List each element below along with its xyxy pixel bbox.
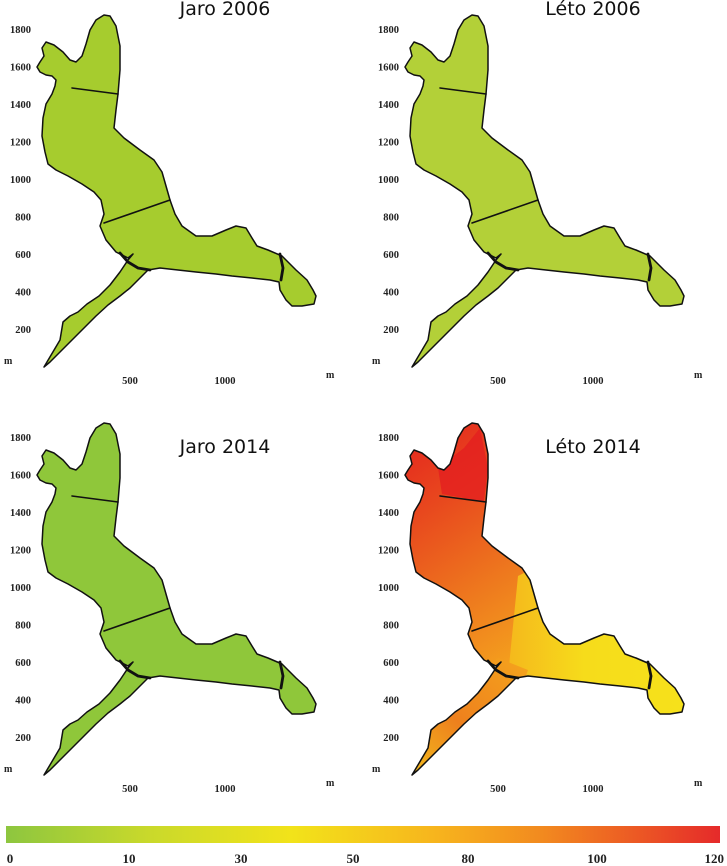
y-tick-label: 1000	[10, 583, 31, 594]
y-tick-label: 400	[15, 288, 31, 299]
southwest-section-boundary	[486, 251, 520, 272]
x-unit-label: m	[694, 370, 703, 381]
lake-fill-east	[508, 558, 684, 738]
panel-title: Léto 2006	[545, 0, 640, 20]
x-unit-label: m	[694, 778, 703, 789]
x-tick-label: 500	[122, 784, 138, 795]
y-tick-label: 1600	[378, 471, 399, 482]
y-tick-label: 200	[15, 325, 31, 336]
y-tick-label: 600	[15, 250, 31, 261]
y-tick-label: 1600	[378, 63, 399, 74]
y-tick-label: 400	[383, 696, 399, 707]
lake-fill	[37, 15, 316, 367]
y-tick-label: 800	[15, 621, 31, 632]
y-tick-label: 1200	[378, 546, 399, 557]
color-scale-bar	[6, 826, 720, 843]
x-tick-label: 1000	[583, 784, 604, 795]
lake-fill-north	[438, 428, 488, 502]
panel-leto-2014: 1800 1600 1400 1200 1000 800 600 400 200 500 1000 m…	[372, 422, 703, 795]
east-section-boundary	[278, 252, 285, 282]
x-unit-label: m	[326, 778, 335, 789]
middle-section-boundary	[471, 199, 539, 224]
panel-jaro-2014: 1800 1600 1400 1200 1000 800 600 400 200 500 1000 m…	[4, 422, 335, 795]
y-tick-label: 800	[383, 621, 399, 632]
scale-label: 30	[235, 851, 248, 866]
y-tick-label: 1000	[10, 175, 31, 186]
color-scale: 0 10 30 50 80 100 120	[6, 826, 724, 866]
east-section-boundary	[646, 660, 653, 690]
x-tick-label: 1000	[215, 784, 236, 795]
y-tick-label: 1000	[378, 583, 399, 594]
y-unit-label: m	[4, 764, 13, 775]
east-section-boundary	[646, 252, 653, 282]
scale-label: 50	[347, 851, 360, 866]
y-tick-label: 1800	[10, 25, 31, 36]
panel-leto-2006: 1800 1600 1400 1200 1000 800 600 400 200 500 1000 m…	[372, 0, 703, 387]
y-unit-label: m	[372, 764, 381, 775]
y-tick-label: 800	[15, 213, 31, 224]
y-unit-label: m	[4, 356, 13, 367]
y-tick-label: 200	[383, 325, 399, 336]
panel-jaro-2006: 1800 1600 1400 1200 1000 800 600 400 200 500 1000 m…	[4, 0, 335, 387]
scale-label: 10	[123, 851, 136, 866]
x-tick-label: 1000	[583, 376, 604, 387]
x-tick-label: 500	[122, 376, 138, 387]
y-tick-label: 1800	[378, 433, 399, 444]
y-tick-label: 1800	[378, 25, 399, 36]
x-unit-label: m	[326, 370, 335, 381]
panel-title: Jaro 2006	[179, 0, 271, 20]
y-tick-label: 1200	[10, 546, 31, 557]
lake-outline	[404, 422, 685, 776]
lake-fill	[37, 423, 316, 775]
panel-title: Jaro 2014	[179, 436, 271, 458]
y-tick-label: 600	[383, 250, 399, 261]
y-tick-label: 1400	[10, 508, 31, 519]
y-tick-label: 600	[383, 658, 399, 669]
y-tick-label: 1400	[10, 100, 31, 111]
y-tick-label: 200	[383, 733, 399, 744]
middle-section-boundary	[471, 607, 539, 632]
north-section-boundary	[439, 495, 487, 503]
y-tick-label: 400	[15, 696, 31, 707]
y-tick-label: 1400	[378, 508, 399, 519]
scale-label: 100	[587, 851, 607, 866]
southwest-section-boundary	[118, 251, 152, 272]
lake-outline	[36, 422, 317, 776]
scale-label: 0	[7, 851, 14, 866]
lake-fill	[405, 15, 684, 367]
lake-fill-southwest	[406, 658, 528, 775]
panel-title: Léto 2014	[545, 436, 640, 458]
x-tick-label: 500	[490, 376, 506, 387]
east-section-boundary	[278, 660, 285, 690]
north-section-boundary	[71, 495, 119, 503]
x-tick-label: 500	[490, 784, 506, 795]
x-tick-label: 1000	[215, 376, 236, 387]
lake-outline	[36, 14, 317, 368]
y-tick-label: 1600	[10, 63, 31, 74]
y-tick-label: 1800	[10, 433, 31, 444]
scale-label: 120	[705, 851, 725, 866]
y-tick-label: 1400	[378, 100, 399, 111]
y-tick-label: 1200	[378, 138, 399, 149]
southwest-section-boundary	[486, 659, 520, 680]
north-section-boundary	[71, 87, 119, 95]
lake-fill	[405, 423, 684, 775]
y-tick-label: 400	[383, 288, 399, 299]
y-tick-label: 800	[383, 213, 399, 224]
southwest-section-boundary	[118, 659, 152, 680]
y-tick-label: 1600	[10, 471, 31, 482]
y-unit-label: m	[372, 356, 381, 367]
lake-outline	[404, 14, 685, 368]
middle-section-boundary	[103, 199, 171, 224]
scale-label: 80	[462, 851, 475, 866]
north-section-boundary	[439, 87, 487, 95]
y-tick-label: 600	[15, 658, 31, 669]
y-tick-label: 1200	[10, 138, 31, 149]
middle-section-boundary	[103, 607, 171, 632]
y-tick-label: 1000	[378, 175, 399, 186]
y-tick-label: 200	[15, 733, 31, 744]
